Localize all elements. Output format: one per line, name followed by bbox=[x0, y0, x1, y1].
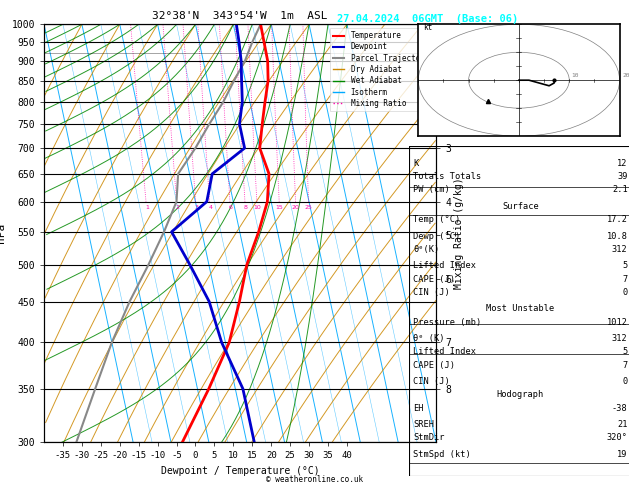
Text: 4: 4 bbox=[208, 206, 212, 210]
Text: Surface: Surface bbox=[502, 202, 539, 211]
Text: 21: 21 bbox=[617, 420, 628, 429]
Text: 10: 10 bbox=[253, 206, 261, 210]
Text: Dewp (°C): Dewp (°C) bbox=[413, 232, 460, 241]
Text: 39: 39 bbox=[617, 172, 628, 181]
Text: 2.1: 2.1 bbox=[612, 186, 628, 194]
Text: θᵉ(K): θᵉ(K) bbox=[413, 245, 440, 254]
Text: 8: 8 bbox=[243, 206, 247, 210]
Text: 27.04.2024  06GMT  (Base: 06): 27.04.2024 06GMT (Base: 06) bbox=[337, 14, 518, 24]
Text: LCL: LCL bbox=[437, 49, 451, 58]
Text: 25: 25 bbox=[305, 206, 313, 210]
Y-axis label: hPa: hPa bbox=[0, 223, 6, 243]
Text: 0: 0 bbox=[623, 377, 628, 386]
Text: -38: -38 bbox=[612, 403, 628, 413]
Text: 6: 6 bbox=[228, 206, 233, 210]
Text: 10: 10 bbox=[572, 73, 579, 78]
Text: StmSpd (kt): StmSpd (kt) bbox=[413, 450, 471, 459]
Text: 20: 20 bbox=[622, 73, 629, 78]
Text: Lifted Index: Lifted Index bbox=[413, 261, 476, 271]
Text: 10.8: 10.8 bbox=[607, 232, 628, 241]
X-axis label: Dewpoint / Temperature (°C): Dewpoint / Temperature (°C) bbox=[161, 466, 320, 476]
Text: Totals Totals: Totals Totals bbox=[413, 172, 482, 181]
Text: 5: 5 bbox=[623, 261, 628, 271]
Text: CAPE (J): CAPE (J) bbox=[413, 361, 455, 370]
Text: Hodograph: Hodograph bbox=[497, 390, 544, 399]
Legend: Temperature, Dewpoint, Parcel Trajectory, Dry Adiabat, Wet Adiabat, Isotherm, Mi: Temperature, Dewpoint, Parcel Trajectory… bbox=[330, 28, 432, 111]
Text: 320°: 320° bbox=[607, 434, 628, 442]
Text: Pressure (mb): Pressure (mb) bbox=[413, 318, 482, 327]
Text: PW (cm): PW (cm) bbox=[413, 186, 450, 194]
Text: θᵉ (K): θᵉ (K) bbox=[413, 334, 445, 343]
Text: Temp (°C): Temp (°C) bbox=[413, 215, 460, 224]
Text: 19: 19 bbox=[617, 450, 628, 459]
Text: 7: 7 bbox=[623, 361, 628, 370]
Text: 1012: 1012 bbox=[607, 318, 628, 327]
Text: 312: 312 bbox=[612, 334, 628, 343]
Text: K: K bbox=[413, 159, 418, 168]
Text: Lifted Index: Lifted Index bbox=[413, 347, 476, 356]
Text: 12: 12 bbox=[617, 159, 628, 168]
Text: 0: 0 bbox=[623, 288, 628, 297]
Text: 3: 3 bbox=[194, 206, 198, 210]
Text: SREH: SREH bbox=[413, 420, 434, 429]
Text: 17.2: 17.2 bbox=[607, 215, 628, 224]
Text: 7: 7 bbox=[623, 275, 628, 284]
Text: 1: 1 bbox=[145, 206, 148, 210]
Text: CIN (J): CIN (J) bbox=[413, 288, 450, 297]
Text: 5: 5 bbox=[623, 347, 628, 356]
Text: kt: kt bbox=[423, 23, 433, 32]
Text: 15: 15 bbox=[276, 206, 284, 210]
Text: CAPE (J): CAPE (J) bbox=[413, 275, 455, 284]
Title: 32°38'N  343°54'W  1m  ASL: 32°38'N 343°54'W 1m ASL bbox=[152, 11, 328, 21]
Text: 312: 312 bbox=[612, 245, 628, 254]
Text: Most Unstable: Most Unstable bbox=[486, 304, 555, 313]
Text: 2: 2 bbox=[175, 206, 179, 210]
Text: EH: EH bbox=[413, 403, 424, 413]
Text: StmDir: StmDir bbox=[413, 434, 445, 442]
Y-axis label: Mixing Ratio (g/kg): Mixing Ratio (g/kg) bbox=[454, 177, 464, 289]
Text: CIN (J): CIN (J) bbox=[413, 377, 450, 386]
Text: 20: 20 bbox=[292, 206, 300, 210]
Text: © weatheronline.co.uk: © weatheronline.co.uk bbox=[266, 474, 363, 484]
